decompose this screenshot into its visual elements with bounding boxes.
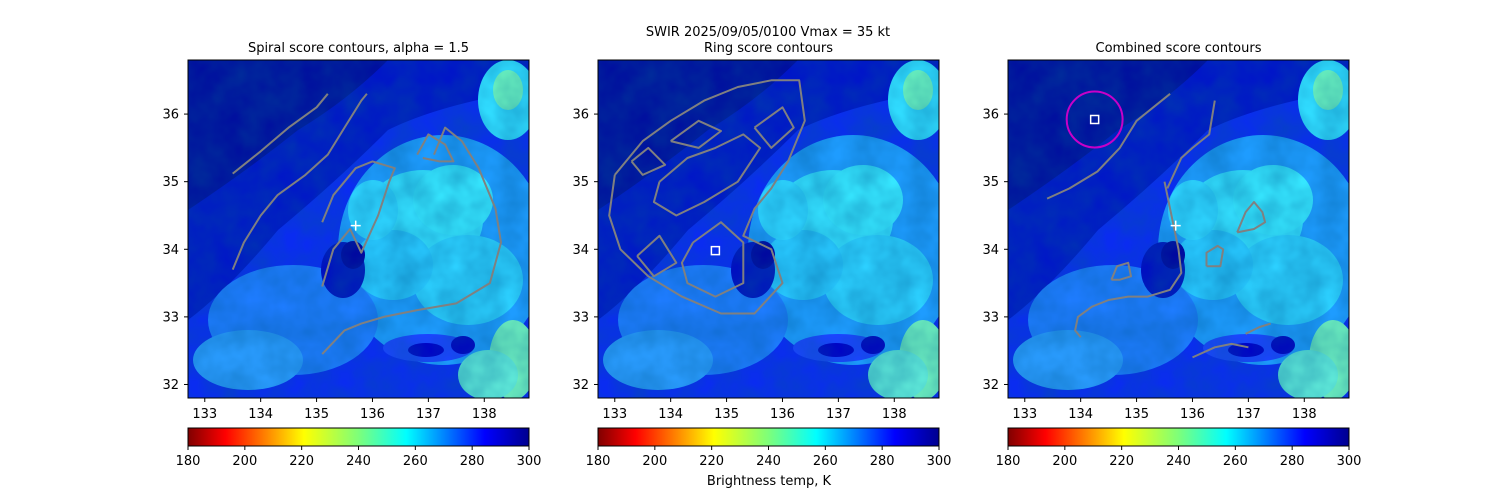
x-tick-label: 134 [248, 407, 273, 422]
center-square-marker [1089, 114, 1100, 125]
x-tick-label: 136 [1180, 407, 1205, 422]
colorbar-tick-label: 180 [996, 454, 1021, 469]
y-tick-label: 34 [982, 243, 999, 258]
colorbar-tick-label: 180 [586, 454, 611, 469]
contour-line [1236, 201, 1267, 234]
suptitle: SWIR 2025/09/05/0100 Vmax = 35 kt [646, 25, 890, 40]
panel-title: Ring score contours [704, 41, 833, 56]
contour-line [670, 119, 722, 149]
y-tick-label: 34 [572, 243, 589, 258]
colorbar-tick-label: 200 [232, 454, 257, 469]
y-tick-label: 34 [162, 243, 179, 258]
x-tick-label: 135 [304, 407, 329, 422]
colorbar-tick-label: 240 [756, 454, 781, 469]
colorbar-tick-label: 300 [1337, 454, 1362, 469]
x-tick-label: 137 [416, 407, 441, 422]
contour-line [1074, 181, 1183, 338]
y-tick-label: 33 [572, 310, 589, 325]
y-tick-label: 33 [982, 310, 999, 325]
colorbar-tick-label: 280 [1280, 454, 1305, 469]
contour-line [680, 221, 745, 298]
y-tick-label: 35 [162, 175, 179, 190]
score-contours [231, 93, 502, 355]
x-tick-label: 137 [826, 407, 851, 422]
colorbar-tick-label: 300 [927, 454, 952, 469]
score-contours [1046, 93, 1271, 359]
y-tick-label: 36 [572, 108, 589, 123]
y-tick-label: 36 [982, 108, 999, 123]
x-tick-label: 138 [472, 407, 497, 422]
brightness-temp-heatmap [1008, 60, 1368, 400]
y-tick-label: 32 [572, 378, 589, 393]
contour-line [1205, 244, 1225, 268]
contour-line [630, 146, 667, 176]
axes-frame [1007, 59, 1350, 399]
x-tick-label: 137 [1236, 407, 1261, 422]
panel-ring-score: Ring score contours 133 134 135 136 137 138 32 3… [572, 41, 952, 469]
axes-frame [597, 59, 940, 399]
contour-line [321, 160, 396, 287]
colorbar-tick-label: 240 [1166, 454, 1191, 469]
x-tick-label: 134 [658, 407, 683, 422]
contour-line [1192, 342, 1249, 359]
brightness-temp-heatmap [188, 60, 548, 400]
contour-line [753, 106, 795, 149]
colorbar-tick-label: 300 [517, 454, 542, 469]
colorbar [597, 427, 940, 447]
y-tick-label: 32 [162, 378, 179, 393]
contour-line [231, 93, 368, 270]
contour-line [1046, 93, 1171, 200]
colorbar [1007, 427, 1350, 447]
y-tick-label: 36 [162, 108, 179, 123]
contour-line [416, 133, 455, 163]
colorbar-tick-label: 200 [1052, 454, 1077, 469]
colorbar-tick-label: 240 [346, 454, 371, 469]
panel-title: Spiral score contours, alpha = 1.5 [248, 41, 469, 56]
x-tick-label: 138 [882, 407, 907, 422]
colorbar-tick-label: 260 [1223, 454, 1248, 469]
x-tick-label: 135 [1124, 407, 1149, 422]
colorbar-tick-label: 180 [176, 454, 201, 469]
x-tick-label: 136 [770, 407, 795, 422]
center-plus-marker [1170, 220, 1181, 231]
contour-line [321, 126, 502, 355]
contour-line [652, 133, 762, 217]
center-plus-marker [350, 220, 361, 231]
contour-line [232, 93, 329, 175]
panel-combined-score: Combined score contours 133 134 135 136 137 13… [982, 41, 1368, 469]
colorbar-tick-label: 200 [642, 454, 667, 469]
y-tick-label: 33 [162, 310, 179, 325]
contour-line [636, 234, 678, 278]
y-tick-label: 32 [982, 378, 999, 393]
x-tick-label: 133 [192, 407, 217, 422]
x-tick-label: 135 [714, 407, 739, 422]
colorbar-tick-label: 260 [813, 454, 838, 469]
colorbar-tick-label: 280 [870, 454, 895, 469]
x-tick-label: 138 [1292, 407, 1317, 422]
colorbar-tick-label: 260 [403, 454, 428, 469]
colorbar-label: Brightness temp, K [707, 474, 832, 489]
contour-line [1245, 322, 1271, 335]
panel-title: Combined score contours [1096, 41, 1262, 56]
x-tick-label: 134 [1068, 407, 1093, 422]
colorbar-tick-label: 280 [460, 454, 485, 469]
colorbar-tick-label: 220 [699, 454, 724, 469]
x-tick-label: 133 [602, 407, 627, 422]
y-tick-label: 35 [572, 175, 589, 190]
axes-frame [187, 59, 530, 399]
colorbar-tick-label: 220 [289, 454, 314, 469]
y-tick-label: 35 [982, 175, 999, 190]
panel-spiral-score: Spiral score contours, alpha = 1.5 133 134… [162, 41, 548, 469]
colorbar [187, 427, 530, 447]
score-contours [608, 79, 806, 315]
contour-line [1110, 261, 1132, 281]
colorbar-tick-label: 220 [1109, 454, 1134, 469]
contour-line [608, 79, 806, 315]
x-tick-label: 133 [1012, 407, 1037, 422]
contour-line [1166, 100, 1216, 189]
ring-circle-marker [1065, 90, 1124, 149]
x-tick-label: 136 [360, 407, 385, 422]
center-square-marker [710, 245, 721, 256]
